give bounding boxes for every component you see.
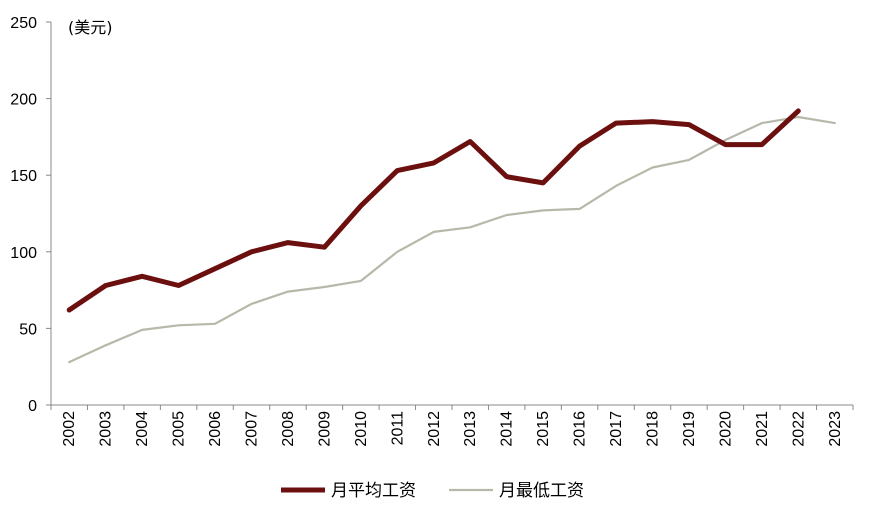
series-line-1 <box>68 115 836 364</box>
y-tick-label: 100 <box>10 245 37 262</box>
legend: 月平均工资 月最低工资 <box>281 481 584 501</box>
x-tick-label: 2021 <box>754 411 771 447</box>
y-tick-label: 0 <box>28 398 37 415</box>
y-tick-label: 150 <box>10 168 37 185</box>
x-tick-label: 2015 <box>535 411 552 447</box>
y-unit-label: (美元) <box>68 18 113 37</box>
x-tick-label: 2006 <box>207 411 224 447</box>
legend-label: 月平均工资 <box>331 481 416 501</box>
x-tick-label: 2023 <box>827 411 844 447</box>
x-tick-label: 2007 <box>244 411 261 447</box>
x-tick-label: 2020 <box>717 411 734 447</box>
x-tick-label: 2008 <box>280 411 297 447</box>
legend-label: 月最低工资 <box>499 481 584 501</box>
x-tick-label: 2013 <box>462 411 479 447</box>
x-tick-label: 2011 <box>389 411 406 446</box>
x-tick-label: 2019 <box>681 411 698 447</box>
x-tick-label: 2014 <box>499 411 516 447</box>
y-tick-label: 250 <box>10 15 37 32</box>
y-tick-label: 50 <box>19 321 37 338</box>
x-tick-label: 2004 <box>134 411 151 447</box>
x-tick-label: 2017 <box>608 411 625 447</box>
x-tick-label: 2003 <box>98 411 115 447</box>
x-tick-label: 2022 <box>790 411 807 447</box>
x-tick-label: 2010 <box>353 411 370 447</box>
x-tick-label: 2009 <box>316 411 333 447</box>
y-tick-label: 200 <box>10 92 37 109</box>
x-tick-label: 2002 <box>61 411 78 447</box>
series-line-0 <box>66 108 801 313</box>
x-tick-label: 2016 <box>572 411 589 447</box>
x-tick-label: 2012 <box>426 411 443 447</box>
axes: 0 50 100 150 200 250 2002 2003 2004 2005 2006 2007 2… <box>10 15 854 447</box>
series-lines <box>66 108 836 364</box>
x-tick-label: 2005 <box>171 411 188 447</box>
x-tick-label: 2018 <box>645 411 662 447</box>
